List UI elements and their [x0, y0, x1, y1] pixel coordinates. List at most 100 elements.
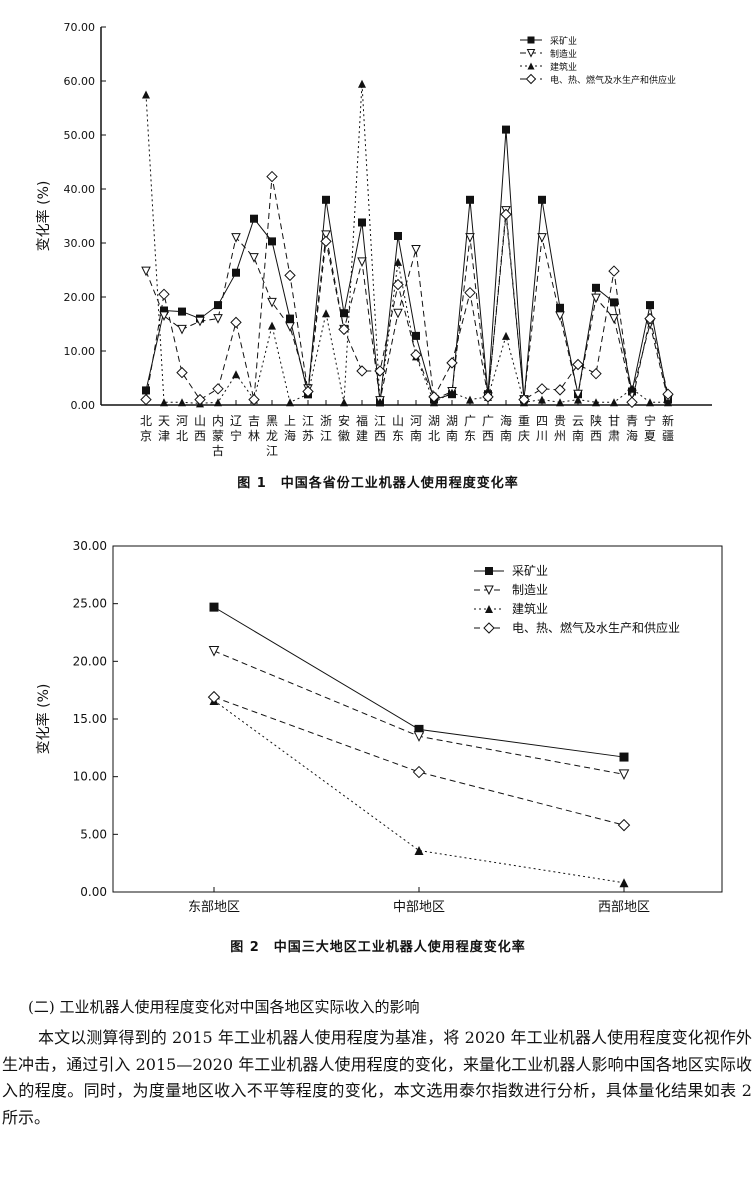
figure-1-caption: 图 1 中国各省份工业机器人使用程度变化率 — [237, 476, 519, 491]
data-point-series-4 — [536, 383, 548, 395]
x-tick-label: 甘 — [608, 414, 620, 428]
legend-label-3: 建筑业 — [550, 61, 577, 73]
x-tick-label: 天 — [158, 414, 170, 428]
x-tick-label: 建 — [356, 429, 368, 443]
y-tick-label: 70.00 — [64, 21, 96, 34]
legend-marker-1 — [485, 567, 493, 575]
y-tick-label: 25.00 — [73, 597, 107, 611]
legend-marker-2 — [526, 49, 536, 58]
legend-label-2: 制造业 — [550, 48, 577, 60]
y-tick-label: 0.00 — [71, 399, 96, 412]
x-tick-label: 州 — [554, 429, 566, 443]
x-tick-label: 江 — [266, 444, 278, 458]
data-point-series-4 — [320, 235, 332, 248]
x-tick-label: 河 — [410, 414, 422, 428]
data-point-series-3 — [214, 398, 222, 407]
x-tick-label: 东 — [392, 429, 404, 443]
data-point-series-2 — [609, 314, 619, 324]
x-tick-label: 安 — [338, 413, 350, 428]
x-tick-label: 西 — [590, 429, 602, 443]
data-point-series-1 — [268, 237, 276, 246]
data-point-series-4 — [194, 393, 206, 406]
data-point-series-1 — [394, 231, 402, 240]
legend-label-4: 电、热、燃气及水生产和供应业 — [550, 74, 676, 86]
data-point-series-3 — [538, 395, 546, 404]
y-tick-label: 15.00 — [73, 712, 107, 726]
x-tick-label: 林 — [248, 429, 260, 443]
series-line-4 — [145, 176, 669, 403]
legend-label-4: 电、热、燃气及水生产和供应业 — [512, 620, 680, 635]
data-point-series-1 — [466, 195, 474, 204]
section-heading: (二) 工业机器人使用程度变化对中国各地区实际收入的影响 — [28, 998, 420, 1016]
data-point-series-4 — [644, 312, 656, 325]
data-point-series-2 — [555, 311, 565, 322]
data-point-series-1 — [412, 331, 420, 340]
data-point-series-4 — [590, 367, 602, 380]
x-tick-label: 庆 — [518, 429, 530, 443]
x-tick-label: 疆 — [662, 429, 674, 443]
x-tick-label: 西部地区 — [598, 900, 650, 915]
data-point-series-3 — [232, 370, 240, 379]
data-point-series-3 — [142, 90, 150, 99]
data-point-series-1 — [619, 752, 629, 762]
data-point-series-1 — [209, 602, 219, 612]
legend-label-3: 建筑业 — [512, 601, 548, 616]
data-point-series-3 — [268, 321, 276, 330]
data-point-series-4 — [140, 393, 152, 406]
x-tick-label: 东 — [464, 429, 476, 443]
x-tick-label: 京 — [140, 429, 152, 443]
legend-label-1: 采矿业 — [550, 35, 577, 47]
data-point-series-4 — [412, 765, 426, 779]
data-point-series-1 — [502, 125, 510, 134]
data-point-series-3 — [376, 398, 384, 407]
chart-1-svg: 0.00 10.00 20.00 30.00 40.00 50.00 60.00 70.00 变… — [35, 21, 712, 458]
x-tick-label: 夏 — [644, 429, 656, 443]
data-point-series-4 — [446, 357, 458, 369]
data-point-series-2 — [249, 253, 259, 263]
y-tick-label: 30.00 — [73, 539, 107, 553]
data-point-series-3 — [160, 398, 168, 407]
y-tick-label: 20.00 — [64, 291, 96, 304]
x-tick-label: 内 — [212, 414, 224, 428]
data-point-series-4 — [482, 391, 494, 403]
series-line-3 — [145, 83, 668, 404]
data-point-series-1 — [592, 283, 600, 292]
legend-marker-1 — [527, 36, 535, 44]
data-point-series-2 — [195, 316, 205, 327]
x-tick-label: 山 — [194, 414, 206, 428]
x-tick-label: 广 — [464, 414, 476, 428]
legend-marker-3 — [527, 62, 535, 70]
data-point-series-3 — [448, 388, 456, 397]
data-point-series-3 — [610, 398, 618, 407]
x-tick-label: 浙 — [320, 414, 332, 428]
data-point-series-2 — [537, 233, 547, 243]
data-point-series-3 — [414, 845, 424, 855]
data-point-series-3 — [394, 257, 402, 266]
x-tick-label: 新 — [662, 413, 674, 428]
series-line-2 — [213, 650, 625, 775]
x-tick-label: 北 — [428, 429, 440, 443]
data-point-series-4 — [500, 208, 512, 221]
data-point-series-2 — [321, 230, 331, 241]
data-point-series-3 — [556, 398, 564, 407]
data-point-series-1 — [232, 268, 240, 277]
data-point-series-3 — [646, 398, 654, 407]
data-point-series-4 — [554, 384, 566, 396]
series-line-1 — [145, 129, 669, 403]
data-point-series-2 — [465, 233, 475, 243]
x-tick-label: 宁 — [644, 413, 656, 428]
data-point-series-2 — [573, 389, 583, 400]
data-point-series-1 — [610, 298, 618, 307]
data-point-series-3 — [502, 331, 510, 340]
data-point-series-4 — [410, 349, 422, 361]
x-tick-label: 山 — [392, 414, 404, 428]
data-point-series-1 — [414, 724, 424, 734]
data-point-series-4 — [374, 365, 386, 377]
x-tick-label: 南 — [572, 428, 584, 443]
x-tick-label: 四 — [536, 414, 548, 428]
x-tick-label: 上 — [284, 414, 296, 428]
series-line-4 — [213, 696, 625, 826]
data-point-series-4 — [356, 365, 368, 377]
data-point-series-4 — [608, 265, 620, 277]
data-point-series-1 — [538, 195, 546, 204]
